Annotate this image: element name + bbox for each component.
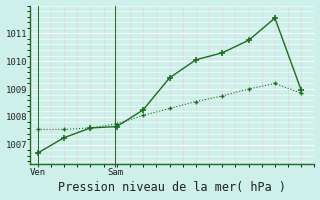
X-axis label: Pression niveau de la mer( hPa ): Pression niveau de la mer( hPa ): [58, 181, 286, 194]
